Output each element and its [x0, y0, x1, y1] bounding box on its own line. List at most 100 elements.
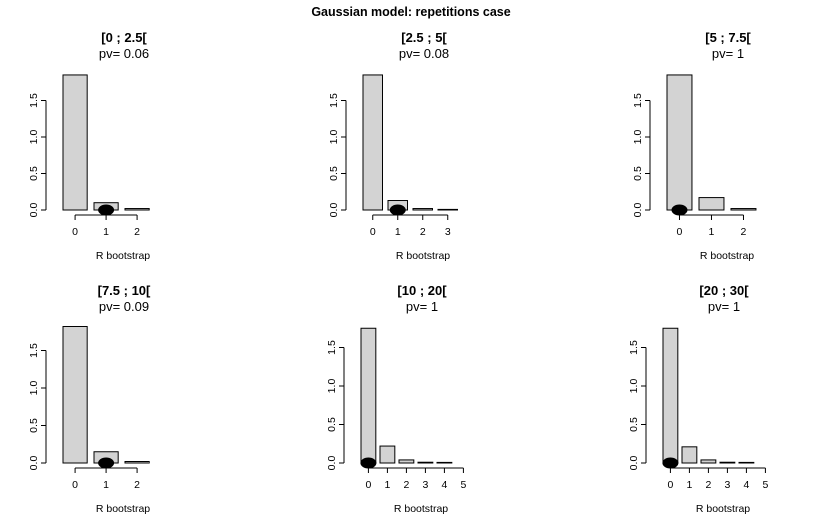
bar	[719, 461, 736, 464]
bar	[681, 446, 698, 464]
panel-6: [20 ; 30[pv= 1 0.0 0.5 1.0 1.5 0 1 2 3 4 5 R bootst…	[628, 283, 768, 515]
y-tick-label: 0.5	[632, 166, 644, 181]
x-tick-label: 2	[705, 479, 711, 491]
x-tick-label: 4	[743, 479, 749, 491]
x-tick-label: 1	[395, 226, 401, 238]
x-tick-label: 2	[134, 479, 140, 491]
observed-point	[671, 204, 688, 216]
x-tick-label: 1	[103, 226, 109, 238]
x-tick-label: 3	[422, 479, 428, 491]
y-tick-label: 1.5	[28, 343, 40, 358]
main-title: Gaussian model: repetitions case	[311, 5, 510, 19]
observed-point	[662, 457, 679, 469]
panel-title: [7.5 ; 10[	[98, 283, 151, 298]
y-tick-label: 1.5	[326, 340, 338, 355]
bar	[700, 459, 717, 464]
y-tick-label: 0.5	[628, 417, 640, 432]
bar	[62, 326, 88, 464]
y-tick-label: 0.5	[28, 418, 40, 433]
x-tick-label: 0	[667, 479, 673, 491]
y-tick-label: 1.0	[28, 130, 40, 145]
y-tick-label: 1.0	[326, 379, 338, 394]
bar	[412, 208, 433, 211]
y-tick-label: 1.0	[628, 379, 640, 394]
panel-subtitle: pv= 0.08	[399, 46, 449, 61]
y-tick-label: 0.0	[628, 456, 640, 471]
x-tick-label: 2	[403, 479, 409, 491]
bar	[362, 74, 383, 211]
bar	[417, 461, 434, 464]
x-axis-title: R bootstrap	[96, 250, 150, 262]
y-tick-label: 0.0	[28, 203, 40, 218]
x-tick-label: 4	[441, 479, 447, 491]
panel-1: [0 ; 2.5[pv= 0.06 0.0 0.5 1.0 1.5 0 1 2 R bootst…	[28, 30, 150, 262]
x-axis-title: R bootstrap	[96, 503, 150, 515]
x-tick-label: 5	[762, 479, 768, 491]
y-tick-label: 0.0	[632, 203, 644, 218]
y-tick-label: 0.5	[28, 166, 40, 181]
panel-title: [10 ; 20[	[397, 283, 447, 298]
y-tick-label: 1.0	[328, 130, 340, 145]
observed-point	[98, 204, 115, 216]
panel-4: [7.5 ; 10[pv= 0.09 0.0 0.5 1.0 1.5 0 1 2 R boots…	[28, 283, 151, 515]
bar	[738, 461, 755, 464]
y-tick-label: 1.5	[28, 93, 40, 108]
panel-subtitle: pv= 0.06	[99, 46, 149, 61]
panel-title: [5 ; 7.5[	[705, 30, 751, 45]
panel-subtitle: pv= 0.09	[99, 299, 149, 314]
y-tick-label: 1.0	[28, 381, 40, 396]
bar	[124, 461, 150, 464]
x-tick-label: 5	[460, 479, 466, 491]
x-tick-label: 3	[445, 226, 451, 238]
x-tick-label: 2	[134, 226, 140, 238]
x-tick-label: 1	[709, 226, 715, 238]
bar	[398, 459, 415, 464]
bar	[124, 208, 150, 211]
y-tick-label: 0.0	[328, 203, 340, 218]
bar	[662, 327, 679, 464]
panel-3: [5 ; 7.5[pv= 1 0.0 0.5 1.0 1.5 0 1 2 R bootstrap	[632, 30, 757, 262]
y-tick-label: 1.5	[632, 93, 644, 108]
bar	[698, 197, 725, 211]
bar	[379, 445, 396, 464]
observed-point	[389, 204, 406, 216]
bar	[62, 74, 88, 211]
panel-subtitle: pv= 1	[708, 299, 740, 314]
bar	[360, 327, 377, 464]
bar	[666, 74, 693, 211]
y-tick-label: 0.5	[328, 166, 340, 181]
x-axis-title: R bootstrap	[696, 503, 750, 515]
x-tick-label: 0	[365, 479, 371, 491]
x-tick-label: 1	[686, 479, 692, 491]
bar	[437, 208, 458, 211]
x-axis-title: R bootstrap	[700, 250, 754, 262]
panel-subtitle: pv= 1	[406, 299, 438, 314]
x-tick-label: 0	[72, 479, 78, 491]
panel-2: [2.5 ; 5[pv= 0.08 0.0 0.5 1.0 1.5 0 1 2 3 R boots…	[328, 30, 458, 262]
y-tick-label: 1.5	[328, 93, 340, 108]
y-tick-label: 0.5	[326, 417, 338, 432]
y-tick-label: 1.0	[632, 130, 644, 145]
x-tick-label: 0	[677, 226, 683, 238]
y-tick-label: 0.0	[326, 456, 338, 471]
panel-title: [20 ; 30[	[699, 283, 749, 298]
x-axis-title: R bootstrap	[396, 250, 450, 262]
panel-subtitle: pv= 1	[712, 46, 744, 61]
y-tick-label: 0.0	[28, 456, 40, 471]
x-tick-label: 2	[420, 226, 426, 238]
x-tick-label: 1	[384, 479, 390, 491]
x-tick-label: 3	[724, 479, 730, 491]
observed-point	[98, 457, 115, 469]
x-tick-label: 1	[103, 479, 109, 491]
panel-title: [0 ; 2.5[	[101, 30, 147, 45]
x-tick-label: 0	[370, 226, 376, 238]
x-axis-title: R bootstrap	[394, 503, 448, 515]
x-tick-label: 0	[72, 226, 78, 238]
observed-point	[360, 457, 377, 469]
bar	[436, 461, 453, 464]
bar	[730, 208, 757, 211]
panel-title: [2.5 ; 5[	[401, 30, 447, 45]
panel-5: [10 ; 20[pv= 1 0.0 0.5 1.0 1.5 0 1 2 3 4 5 R bootst…	[326, 283, 466, 515]
y-tick-label: 1.5	[628, 340, 640, 355]
